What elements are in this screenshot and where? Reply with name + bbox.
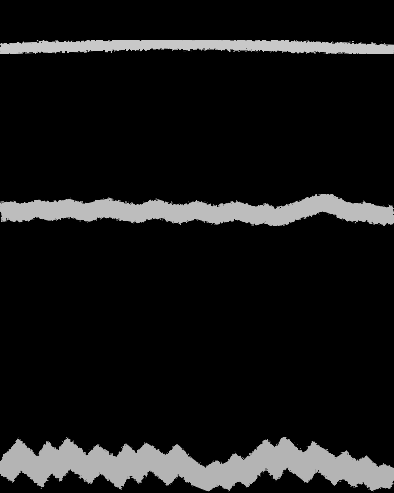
chart	[0, 0, 394, 493]
plot-frame	[0, 0, 394, 493]
chart-svg	[0, 0, 394, 493]
trace-1	[0, 202, 394, 217]
page: {"chart_data": {"type": "line", "tick_la…	[0, 0, 394, 493]
trace-0	[0, 44, 394, 50]
trace-2	[0, 452, 394, 481]
traces	[0, 44, 394, 480]
